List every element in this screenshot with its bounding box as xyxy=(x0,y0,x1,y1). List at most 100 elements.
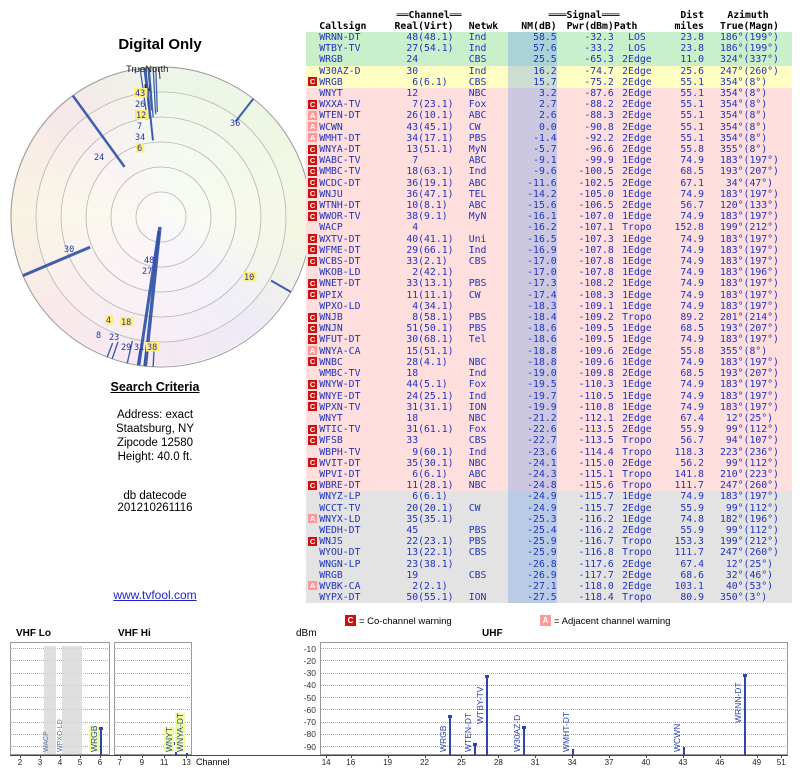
noise-margin-cell: 2.6 xyxy=(508,110,557,122)
callsign-link[interactable]: WRNN-DT xyxy=(319,32,361,43)
station-label: WTEN-DT xyxy=(462,712,473,752)
callsign-link[interactable]: WYOU-DT xyxy=(319,547,361,559)
station-spoke xyxy=(270,279,292,293)
callsign-link[interactable]: WNYX-LD xyxy=(319,513,361,525)
azimuth-magnetic-cell: (53°) xyxy=(743,580,774,592)
warning-flag-cell xyxy=(306,368,319,379)
distance-cell: 55.8 xyxy=(680,345,704,357)
real-channel-cell: 18 xyxy=(406,368,419,380)
callsign-link[interactable]: WNET-DT xyxy=(319,278,361,290)
callsign-link[interactable]: WXTV-DT xyxy=(319,233,361,245)
callsign-link[interactable]: WACP xyxy=(319,222,343,234)
callsign-link[interactable]: WPXN-TV xyxy=(319,401,361,413)
callsign-link[interactable]: WFME-DT xyxy=(319,244,361,256)
callsign-link[interactable]: WTNH-DT xyxy=(319,200,361,212)
callsign-link[interactable]: WRGB xyxy=(319,569,343,581)
distance-cell: 55.1 xyxy=(680,121,704,133)
callsign-link[interactable]: WRGB xyxy=(319,54,343,66)
station-spoke xyxy=(144,67,154,141)
callsign-link[interactable]: WNYT xyxy=(319,88,343,100)
network-cell: ABC xyxy=(468,110,487,122)
callsign-link[interactable]: WMHT-DT xyxy=(319,132,361,144)
callsign-link[interactable]: WPXO-LD xyxy=(319,300,361,312)
callsign-link[interactable]: WXXA-TV xyxy=(319,99,361,111)
azimuth-true-cell: 182° xyxy=(719,513,744,525)
callsign-link[interactable]: WTIC-TV xyxy=(319,424,361,436)
callsign-link[interactable]: WNYE-DT xyxy=(319,390,361,402)
criteria-height: Height: 40.0 ft. xyxy=(117,451,193,463)
true-north-label: TrueNorth xyxy=(126,64,169,75)
callsign-link[interactable]: WMBC-TV xyxy=(319,368,361,380)
callsign-link[interactable]: WTBY-TV xyxy=(319,43,361,55)
callsign-link[interactable]: WYPX-DT xyxy=(319,592,361,604)
callsign-link[interactable]: WNYA-DT xyxy=(319,144,361,156)
callsign-link[interactable]: WCCT-TV xyxy=(319,502,361,514)
callsign-link[interactable]: WTEN-DT xyxy=(319,110,361,122)
power-cell: -115.7 xyxy=(578,491,614,503)
co-channel-warning-icon: C xyxy=(308,234,318,244)
network-cell: NBC xyxy=(468,457,487,469)
callsign-link[interactable]: WCWN xyxy=(319,121,343,133)
azimuth-true-cell: 183° xyxy=(719,211,744,223)
power-cell: -107.8 xyxy=(578,244,614,256)
network-cell: ABC xyxy=(468,200,487,212)
network-cell: Ind xyxy=(468,244,487,256)
callsign-link[interactable]: WNYW-DT xyxy=(319,379,361,391)
callsign-link[interactable]: WWOR-TV xyxy=(319,211,361,223)
virtual-channel-cell: (2.1) xyxy=(418,256,448,268)
callsign-link[interactable]: WCBS-DT xyxy=(319,256,361,268)
path-cell: 2Edge xyxy=(622,345,652,357)
real-channel-cell: 23 xyxy=(406,558,419,570)
callsign-link[interactable]: WKOB-LD xyxy=(319,267,361,279)
callsign-link[interactable]: WABC-TV xyxy=(319,155,361,167)
station-label: WMHT-DT xyxy=(561,711,572,752)
azimuth-true-cell: 32° xyxy=(725,569,744,581)
callsign-link[interactable]: WNBC xyxy=(319,356,343,368)
channel-tick-label: 37 xyxy=(604,758,614,767)
callsign-link[interactable]: WVBK-CA xyxy=(319,580,361,592)
callsign-link[interactable]: WRGB xyxy=(319,76,343,88)
callsign-link[interactable]: WFUT-DT xyxy=(319,334,361,346)
warning-flag-cell xyxy=(306,88,319,99)
warning-flag-cell xyxy=(306,43,319,54)
callsign-link[interactable]: WVIT-DT xyxy=(319,457,361,469)
warning-flag-cell: C xyxy=(306,536,319,547)
callsign-link[interactable]: WNJU xyxy=(319,188,343,200)
azimuth-true-cell: 183° xyxy=(719,233,744,245)
real-channel-cell: 40 xyxy=(406,233,419,245)
power-cell: -65.3 xyxy=(584,54,614,66)
power-cell: -109.2 xyxy=(578,312,614,324)
callsign-link[interactable]: WEDH-DT xyxy=(319,524,361,536)
callsign-link[interactable]: WNGN-LP xyxy=(319,558,361,570)
callsign-link[interactable]: WNYZ-LP xyxy=(319,491,361,503)
callsign-link[interactable]: W30AZ-D xyxy=(319,65,361,77)
x-axis-line xyxy=(10,755,788,756)
callsign-link[interactable]: WBPH-TV xyxy=(319,446,361,458)
distance-cell: 25.6 xyxy=(680,65,704,77)
virtual-channel-cell: (23.1) xyxy=(418,536,454,548)
tvfool-link[interactable]: www.tvfool.com xyxy=(113,588,197,602)
power-cell: -107.0 xyxy=(578,211,614,223)
distance-cell: 68.5 xyxy=(680,368,704,380)
callsign-link[interactable]: WNYT xyxy=(319,412,343,424)
callsign-link[interactable]: WNJB xyxy=(319,312,343,324)
callsign-link[interactable]: WFSB xyxy=(319,435,343,447)
channel-label: 18 xyxy=(121,318,131,328)
label-highlight xyxy=(135,110,149,120)
warning-flag-cell: C xyxy=(306,256,319,267)
callsign-link[interactable]: WPVI-DT xyxy=(319,468,361,480)
virtual-channel-cell: (42.1) xyxy=(418,267,454,279)
network-cell xyxy=(469,222,509,233)
callsign-link[interactable]: WPIX xyxy=(319,289,343,301)
callsign-link[interactable]: WNYA-CA xyxy=(319,345,361,357)
callsign-link[interactable]: WNJS xyxy=(319,536,343,548)
channel-label: 36 xyxy=(230,119,240,129)
virtual-channel-cell: (22.1) xyxy=(418,547,454,559)
azimuth-magnetic-cell: (197°) xyxy=(743,390,779,402)
callsign-link[interactable]: WMBC-TV xyxy=(319,166,361,178)
callsign-link[interactable]: WBRE-DT xyxy=(319,480,361,492)
network-cell xyxy=(469,581,509,592)
callsign-link[interactable]: WNJN xyxy=(319,323,343,335)
callsign-link[interactable]: WCDC-DT xyxy=(319,177,361,189)
axis-tick xyxy=(645,755,647,758)
